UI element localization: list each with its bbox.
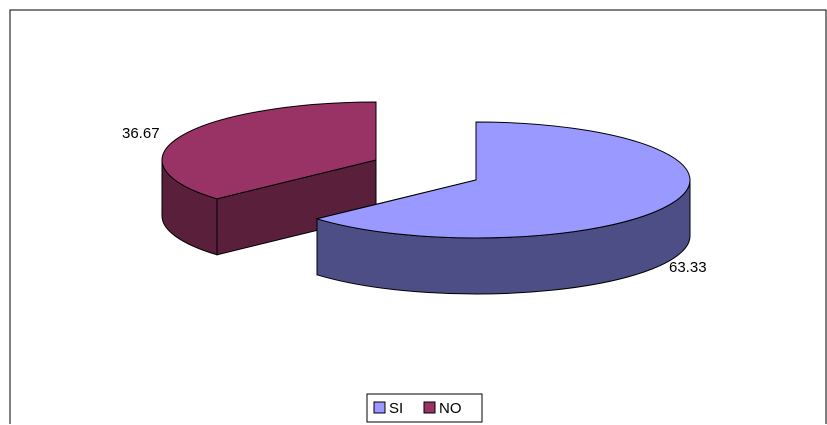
legend-label-no: NO [439,400,462,417]
slice-top-no [161,101,377,200]
pie-slice-no [161,101,377,256]
legend-label-si: SI [389,400,403,417]
pie-chart [161,101,691,295]
pie-slice-si [315,121,691,295]
legend-swatch-no [423,401,436,414]
slice-top-si [315,121,691,239]
data-label-no: 36.67 [122,125,160,142]
legend: SI NO [366,393,483,423]
chart-border [9,9,827,424]
data-label-si: 63.33 [669,259,707,276]
legend-swatch-si [373,401,386,414]
